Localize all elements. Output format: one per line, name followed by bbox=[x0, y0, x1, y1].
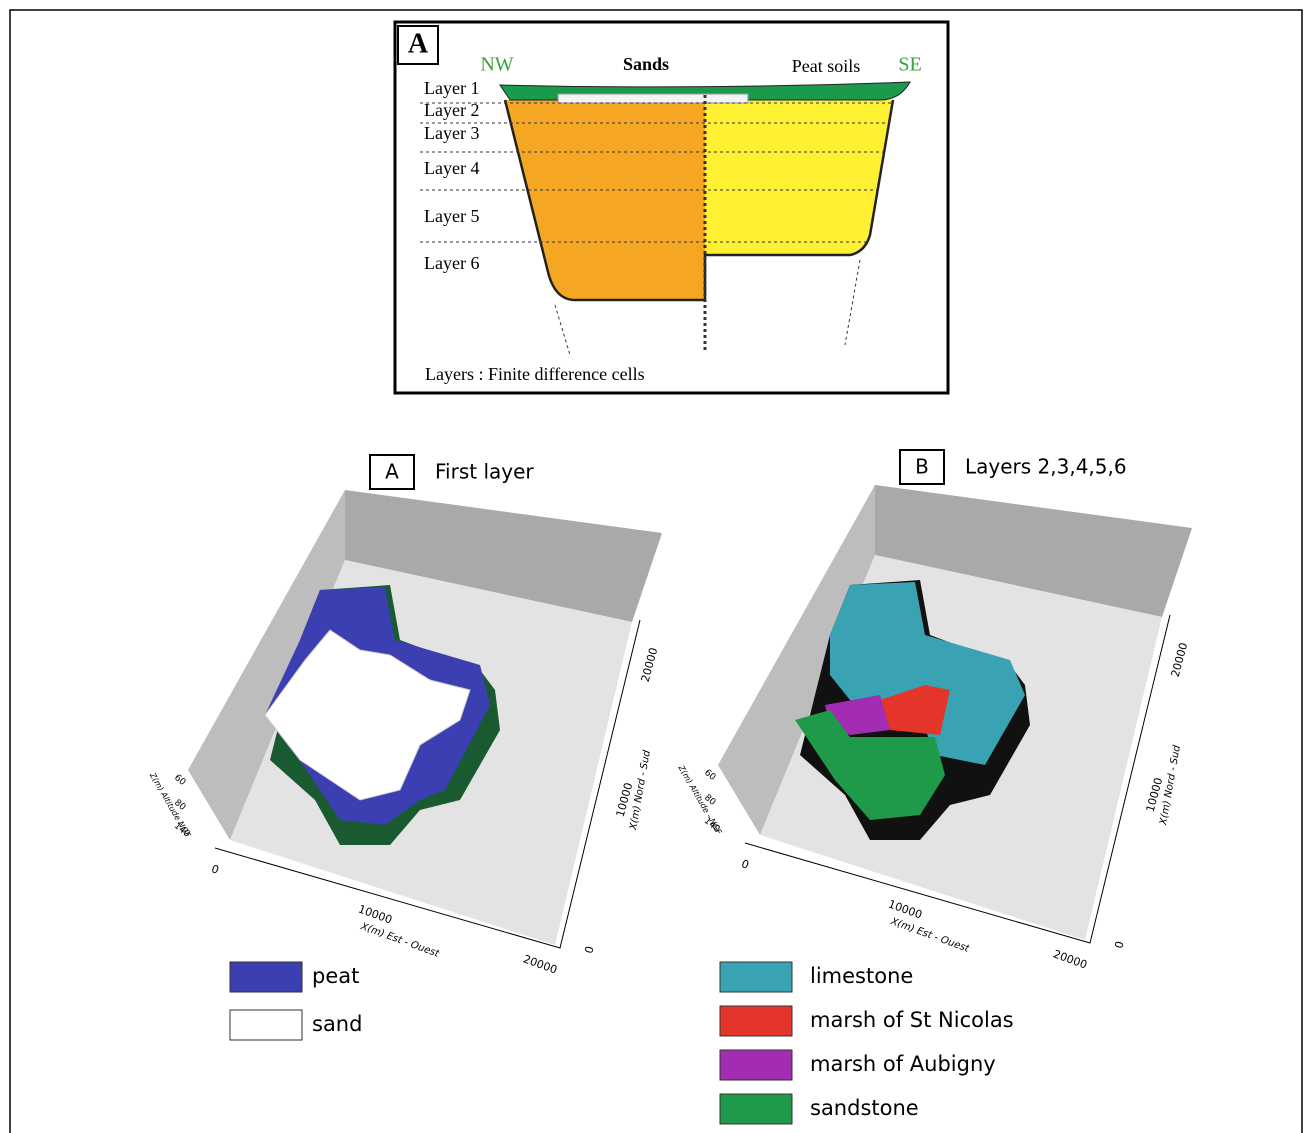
x-tick-label: 0 bbox=[740, 857, 751, 872]
legend-swatch bbox=[230, 962, 302, 992]
y-tick-label: 0 bbox=[1112, 940, 1126, 950]
y-tick-label: 20000 bbox=[639, 646, 661, 683]
legend-swatch bbox=[230, 1010, 302, 1040]
page: A NW SE Sands Peat soils Layer 1Layer 2 L… bbox=[0, 0, 1312, 1133]
panel-title: Layers 2,3,4,5,6 bbox=[965, 455, 1127, 479]
legend-label: limestone bbox=[810, 964, 913, 988]
z-tick-label: 60 bbox=[702, 768, 717, 783]
x-axis-label: X(m) Est - Ouest bbox=[358, 921, 441, 960]
x-axis-label: X(m) Est - Ouest bbox=[888, 916, 971, 955]
layer-label: Layer 2 bbox=[424, 100, 479, 120]
panel-label: B bbox=[915, 455, 929, 479]
sand-strip bbox=[558, 94, 748, 103]
section-label: A bbox=[408, 28, 429, 59]
layer-label: Layer 1 bbox=[424, 78, 479, 98]
x-tick-label: 0 bbox=[210, 862, 221, 877]
nw-label: NW bbox=[480, 54, 513, 76]
legend-label: sand bbox=[312, 1012, 362, 1036]
legend-swatch bbox=[720, 962, 792, 992]
layer-label: Layer 4 bbox=[424, 158, 479, 178]
legend-swatch bbox=[720, 1050, 792, 1080]
section-caption: Layers : Finite difference cells bbox=[425, 364, 645, 384]
sands-label: Sands bbox=[623, 54, 669, 74]
x-tick-label: 20000 bbox=[522, 952, 559, 976]
se-label: SE bbox=[898, 54, 921, 76]
y-tick-label: 0 bbox=[582, 945, 596, 955]
panel-title: First layer bbox=[435, 460, 534, 484]
legend-label: marsh of St Nicolas bbox=[810, 1008, 1014, 1032]
x-tick-label: 20000 bbox=[1052, 947, 1089, 971]
peat-label: Peat soils bbox=[792, 56, 861, 76]
legend-label: peat bbox=[312, 964, 359, 988]
legend-label: sandstone bbox=[810, 1096, 919, 1120]
layer-label: Layer 5 bbox=[424, 206, 479, 226]
panel-label: A bbox=[385, 460, 399, 484]
legend-swatch bbox=[720, 1094, 792, 1124]
legend-swatch bbox=[720, 1006, 792, 1036]
layer-label: Layer 3 bbox=[424, 123, 479, 143]
y-tick-label: 20000 bbox=[1169, 641, 1191, 678]
layer-label: Layer 6 bbox=[424, 253, 479, 273]
z-tick-label: 60 bbox=[172, 773, 187, 788]
legend-label: marsh of Aubigny bbox=[810, 1052, 996, 1076]
figure: A NW SE Sands Peat soils Layer 1Layer 2 L… bbox=[0, 0, 1312, 1133]
yellow-fill bbox=[705, 98, 893, 255]
